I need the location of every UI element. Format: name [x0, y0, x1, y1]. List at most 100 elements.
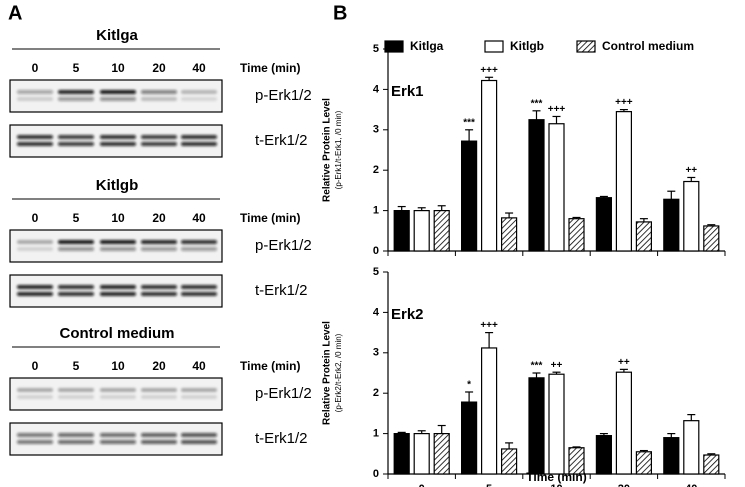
time-label: 5 — [73, 61, 80, 75]
significance-label: ++ — [551, 360, 563, 371]
significance-label: *** — [531, 98, 543, 109]
band — [181, 142, 217, 146]
blot-bands — [17, 285, 217, 296]
row-label: t-Erk1/2 — [255, 430, 308, 447]
y-axis-sublabel: (p-Erk1/t-Erk1, /0 min) — [334, 110, 343, 189]
band — [141, 388, 177, 392]
legend-swatch — [384, 40, 404, 53]
bar — [703, 454, 720, 475]
significance-label: ++ — [685, 165, 697, 176]
blot-title: Kitlgb — [96, 177, 139, 194]
band — [141, 97, 177, 101]
blot-frame — [9, 229, 223, 263]
time-label: 40 — [192, 359, 206, 373]
bar — [481, 79, 498, 252]
band — [58, 135, 94, 139]
panel-label: B — [333, 2, 347, 24]
band — [100, 90, 136, 94]
row-label: p-Erk1/2 — [255, 87, 312, 104]
band — [100, 433, 136, 437]
band — [100, 240, 136, 244]
legend-label: Kitlgb — [510, 39, 544, 53]
x-tick-label: 0 — [419, 483, 425, 487]
band — [100, 285, 136, 289]
y-axis-label: Relative Protein Level — [322, 98, 333, 202]
bar — [433, 210, 450, 252]
band — [100, 388, 136, 392]
y-tick-label: 3 — [373, 347, 379, 359]
band — [17, 292, 53, 296]
bar — [528, 377, 545, 475]
band — [17, 395, 53, 399]
bar — [393, 210, 410, 252]
y-tick-label: 5 — [373, 266, 379, 278]
blot-frame — [9, 124, 223, 158]
row-label: p-Erk1/2 — [255, 385, 312, 402]
significance-label: *** — [531, 361, 543, 372]
band — [141, 247, 177, 251]
band — [100, 247, 136, 251]
band — [181, 388, 217, 392]
bar — [501, 448, 518, 475]
band — [141, 142, 177, 146]
band — [100, 142, 136, 146]
legend-label: Kitlga — [410, 39, 444, 53]
bar — [683, 420, 700, 475]
time-label: 20 — [152, 61, 166, 75]
y-tick-label: 4 — [373, 306, 380, 318]
significance-label: +++ — [480, 320, 498, 331]
band — [141, 292, 177, 296]
band — [181, 90, 217, 94]
time-label: 40 — [192, 211, 206, 225]
band — [17, 388, 53, 392]
y-tick-label: 2 — [373, 164, 379, 176]
bar — [615, 371, 633, 475]
significance-label: *** — [463, 117, 475, 128]
band — [141, 240, 177, 244]
blot-bands — [17, 433, 217, 444]
blot-frame — [9, 377, 223, 411]
blot-frame — [9, 422, 223, 456]
band — [17, 135, 53, 139]
y-tick-label: 5 — [373, 43, 379, 55]
y-tick-label: 1 — [373, 428, 379, 440]
band — [17, 247, 53, 251]
y-tick-label: 4 — [373, 83, 380, 95]
band — [100, 395, 136, 399]
band — [141, 90, 177, 94]
blot-frame — [9, 79, 223, 113]
band — [58, 97, 94, 101]
time-label: 0 — [32, 359, 39, 373]
time-label: 10 — [111, 359, 125, 373]
chart-title: Erk2 — [391, 306, 424, 323]
band — [100, 97, 136, 101]
y-tick-label: 2 — [373, 387, 379, 399]
band — [17, 90, 53, 94]
bar — [663, 437, 680, 475]
x-tick-label: 5 — [486, 483, 492, 487]
blot-bands — [17, 240, 217, 251]
band — [141, 135, 177, 139]
band — [58, 292, 94, 296]
y-tick-label: 3 — [373, 124, 379, 136]
bar — [528, 119, 545, 252]
band — [141, 440, 177, 444]
legend-swatch — [484, 40, 504, 53]
bar — [635, 451, 653, 475]
band — [17, 285, 53, 289]
blot-bands — [17, 135, 217, 146]
time-axis-label: Time (min) — [240, 359, 300, 373]
significance-label: +++ — [480, 65, 498, 76]
time-label: 20 — [152, 359, 166, 373]
blot-bands — [17, 388, 217, 399]
band — [58, 395, 94, 399]
band — [100, 440, 136, 444]
significance-label: * — [467, 380, 471, 391]
band — [58, 90, 94, 94]
band — [181, 395, 217, 399]
bar — [683, 180, 700, 252]
time-label: 10 — [111, 211, 125, 225]
time-label: 5 — [73, 359, 80, 373]
band — [58, 247, 94, 251]
